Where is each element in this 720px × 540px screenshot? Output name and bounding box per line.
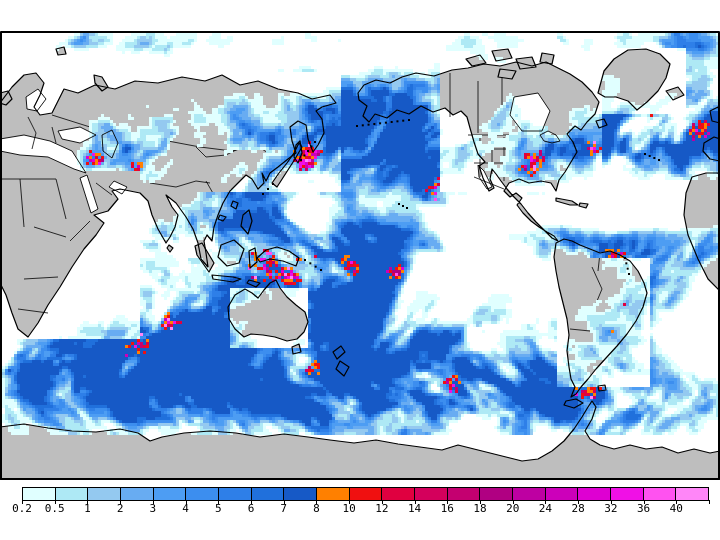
colorbar-label: 8 [313, 502, 320, 515]
colorbar-segment [121, 488, 154, 500]
colorbar-segment [55, 488, 89, 500]
colorbar-tick [610, 500, 612, 504]
colorbar-segment [513, 488, 546, 500]
colorbar-label: 18 [473, 502, 487, 515]
colorbar-tick [414, 500, 416, 504]
colorbar-label: 10 [342, 502, 356, 515]
colorbar-segment [545, 488, 579, 500]
colorbar-tick [447, 500, 449, 504]
colorbar-segment [643, 488, 677, 500]
colorbar-label: 20 [506, 502, 520, 515]
colorbar-label: 4 [182, 502, 189, 515]
colorbar-tick [218, 500, 220, 504]
colorbar-tick [480, 500, 481, 504]
colorbar-label: 14 [407, 502, 422, 515]
colorbar-tick [545, 500, 547, 504]
colorbar-segment [480, 488, 514, 500]
colorbar-tick [22, 500, 23, 504]
colorbar-label: 40 [669, 502, 683, 515]
world-precipitation-map [0, 31, 720, 480]
colorbar-segment [284, 488, 318, 500]
colorbar-segment [349, 488, 383, 500]
colorbar-segment [382, 488, 416, 500]
colorbar-tick [54, 500, 56, 504]
colorbar-tick [251, 500, 252, 504]
colorbar-segment [611, 488, 644, 500]
colorbar-tick [120, 500, 122, 504]
colorbar-segment [153, 488, 187, 500]
colorbar-label: 0.5 [44, 502, 65, 515]
colorbar-tick [349, 500, 351, 504]
colorbar-tick [643, 500, 645, 504]
colorbar-segment [88, 488, 122, 500]
colorbar-label: 0.2 [12, 502, 32, 515]
colorbar-label: 7 [280, 502, 288, 515]
colorbar-label: 36 [636, 502, 651, 515]
colorbar-tick [512, 500, 514, 504]
colorbar-tick [316, 500, 318, 504]
colorbar-tick [381, 500, 383, 504]
colorbar-label: 1 [84, 502, 91, 515]
colorbar-tick [709, 500, 710, 504]
colorbar-segment [578, 488, 612, 500]
colorbar-tick [578, 500, 580, 504]
colorbar-label: 2 [116, 502, 124, 515]
colorbar-segment [186, 488, 220, 500]
colorbar-label: 12 [375, 502, 389, 515]
colorbar-segment [219, 488, 252, 500]
colorbar-tick [87, 500, 89, 504]
colorbar-tick [283, 500, 285, 504]
colorbar-segment [251, 488, 285, 500]
colorbar [22, 487, 709, 501]
colorbar-label: 16 [440, 502, 454, 515]
colorbar-label: 24 [538, 502, 553, 515]
colorbar-label: 5 [214, 502, 222, 515]
colorbar-segment [447, 488, 481, 500]
colorbar-label: 6 [247, 502, 255, 515]
colorbar-label: 32 [604, 502, 618, 515]
colorbar-tick [676, 500, 678, 504]
colorbar-segment [23, 488, 56, 500]
colorbar-tick [185, 500, 187, 504]
colorbar-label: 28 [571, 502, 585, 515]
colorbar-segment [676, 488, 709, 500]
colorbar-segment [415, 488, 448, 500]
colorbar-label: 3 [149, 502, 157, 515]
colorbar-tick [152, 500, 154, 504]
colorbar-segment [317, 488, 350, 500]
